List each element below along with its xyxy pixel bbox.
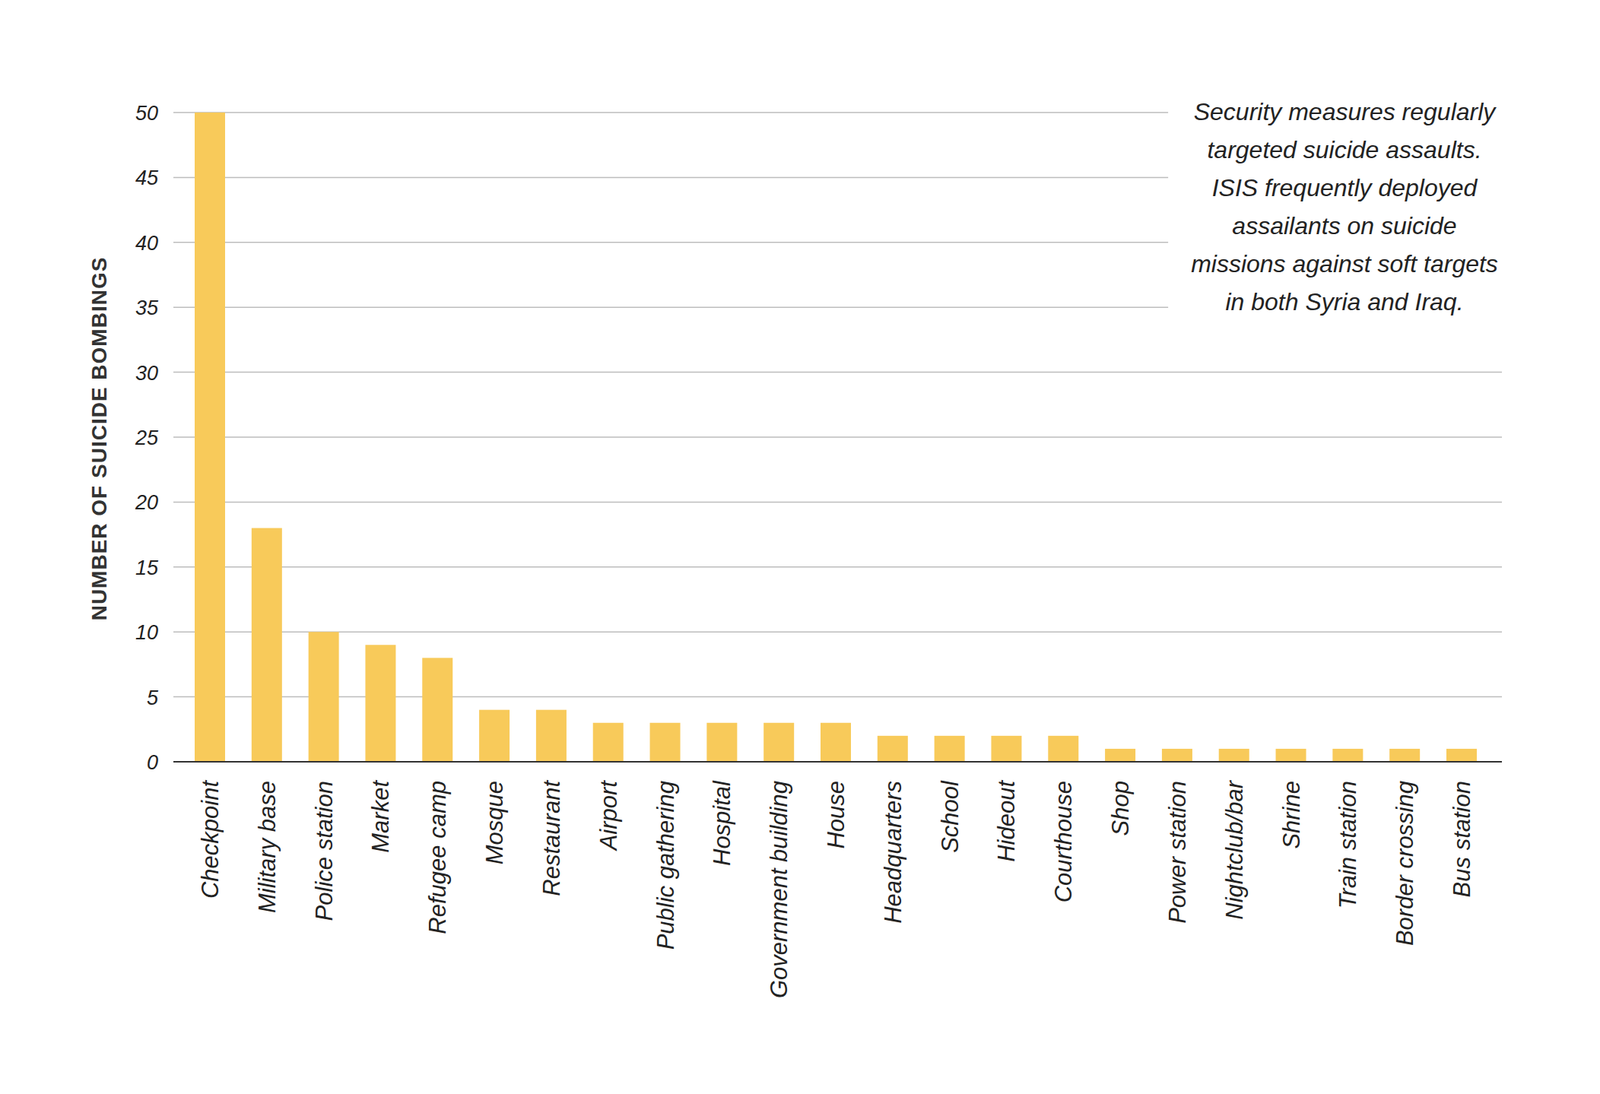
x-tick-label: Mosque <box>481 780 508 865</box>
y-tick-label: 0 <box>146 751 159 775</box>
x-tick-label: House <box>822 780 850 850</box>
bar <box>536 710 567 762</box>
y-tick-label: 15 <box>135 556 159 580</box>
bar <box>650 723 681 762</box>
x-tick-label: Refugee camp <box>424 780 451 935</box>
y-tick-label: 30 <box>135 361 159 385</box>
y-tick-label: 50 <box>135 101 159 125</box>
bar <box>479 710 510 762</box>
bar <box>593 723 624 762</box>
grid-line <box>173 371 1502 374</box>
x-tick-label: Restaurant <box>538 780 566 897</box>
bar <box>877 736 908 762</box>
baseline <box>173 761 1502 763</box>
bar <box>990 736 1022 762</box>
bar <box>706 723 737 762</box>
bar <box>820 723 851 762</box>
bar <box>1389 749 1420 762</box>
x-tick-label: Courthouse <box>1050 780 1077 903</box>
grid-line <box>173 241 1169 244</box>
y-tick-label: 35 <box>135 296 159 320</box>
bar <box>1446 749 1477 762</box>
bar <box>1219 749 1250 762</box>
annotation-line: missions against soft targets <box>1190 250 1499 278</box>
bar <box>763 723 794 762</box>
x-tick-label: Market <box>367 780 394 854</box>
annotation-line: ISIS frequently deployed <box>1212 174 1479 202</box>
grid-line <box>173 436 1502 439</box>
grid-line <box>173 566 1502 569</box>
x-tick-label: Checkpoint <box>196 780 224 899</box>
x-tick-label: Hideout <box>993 780 1020 863</box>
annotation-line: targeted suicide assaults. <box>1206 136 1482 164</box>
grid-line <box>173 306 1169 308</box>
annotation-line: assailants on suicide <box>1231 212 1457 240</box>
bar <box>1047 736 1079 762</box>
y-tick-label: 20 <box>134 491 159 515</box>
grid-line <box>173 111 1169 114</box>
x-tick-label: Government building <box>765 780 793 999</box>
y-tick-label: 40 <box>135 231 159 255</box>
grid-line <box>173 501 1502 504</box>
grid-line <box>173 177 1169 179</box>
x-tick-label: Shrine <box>1278 780 1305 850</box>
annotation-line: Security measures regularly <box>1193 98 1498 126</box>
x-tick-label: Hospital <box>708 780 736 867</box>
grid-line <box>173 631 1502 633</box>
y-tick-label: 10 <box>135 621 159 645</box>
y-tick-label: 45 <box>135 166 159 190</box>
y-tick-label: 25 <box>134 426 159 450</box>
bar <box>934 736 966 762</box>
x-tick-label: Military base <box>253 780 281 914</box>
bar <box>1332 749 1363 762</box>
x-tick-label: Nightclub/bar <box>1221 779 1248 920</box>
y-tick-label: 5 <box>146 686 159 710</box>
x-tick-label: Police station <box>311 780 338 921</box>
x-tick-label: Power station <box>1164 780 1191 924</box>
x-tick-label: School <box>936 780 964 854</box>
annotation: Security measures regularly targeted suic… <box>1190 98 1499 316</box>
bar <box>308 631 340 762</box>
bar <box>365 644 396 762</box>
x-tick-label: Airport <box>595 780 623 853</box>
bar <box>1161 749 1193 762</box>
bar <box>251 528 283 762</box>
chart: Security measures regularly targeted suic… <box>0 0 1600 1094</box>
annotation-line: in both Syria and Iraq. <box>1225 288 1464 316</box>
x-tick-label: Bus station <box>1448 780 1476 898</box>
x-tick-label: Public gathering <box>652 780 680 950</box>
bar <box>1276 749 1307 762</box>
bars <box>194 112 1477 762</box>
bar <box>1104 749 1136 762</box>
x-tick-label: Train station <box>1334 780 1362 909</box>
x-axis-line <box>173 761 1502 763</box>
x-tick-label: Shop <box>1107 780 1134 836</box>
bar <box>194 112 226 762</box>
y-axis-label: NUMBER OF SUICIDE BOMBINGS <box>87 257 112 622</box>
x-tick-label: Border crossing <box>1391 780 1419 947</box>
bar <box>422 657 453 762</box>
x-tick-label: Headquarters <box>879 780 907 924</box>
